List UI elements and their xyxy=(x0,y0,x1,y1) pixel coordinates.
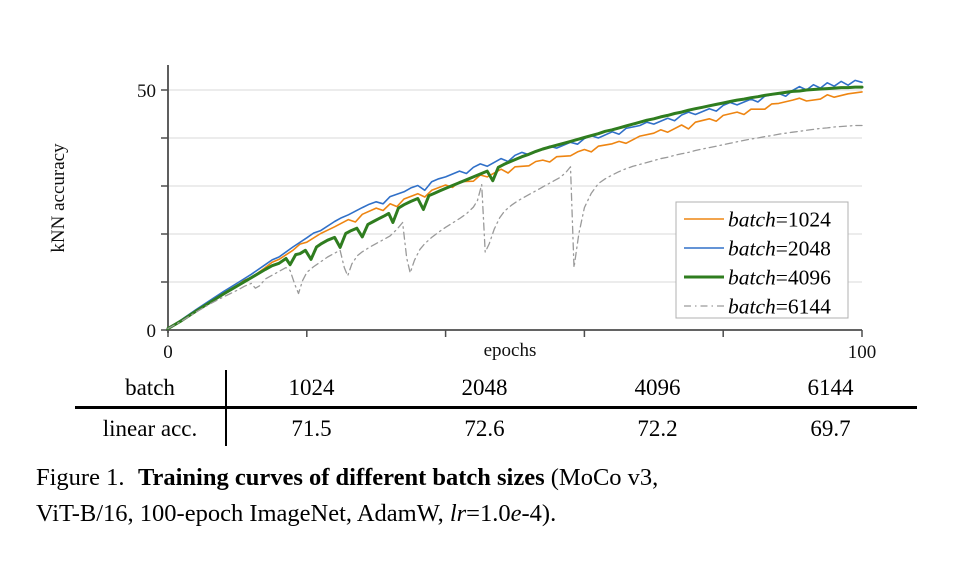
x-axis-label: epochs xyxy=(484,340,537,361)
table-horizontal-rule xyxy=(75,406,917,409)
legend-box xyxy=(675,201,849,319)
x-tick-label: 0 xyxy=(163,342,173,363)
table-header-linear-acc: linear acc. xyxy=(102,415,198,441)
table-header-batch: batch xyxy=(125,374,175,400)
y-axis-label: kNN accuracy xyxy=(48,143,69,253)
table-cell-acc-6144: 69.7 xyxy=(810,415,851,441)
training-curves-chart: 0 50 0 100 epochs kNN accuracy batch=1024 batch… xyxy=(48,65,877,363)
caption-line2-text: ViT-B/16, 100-epoch ImageNet, AdamW, xyxy=(36,500,450,527)
batch-accuracy-table: batch 1024 2048 4096 6144 linear acc. 71… xyxy=(75,368,917,447)
x-tick-label: 100 xyxy=(848,342,877,363)
curve-batch-4096 xyxy=(166,85,864,331)
legend-label-batch-4096: batch=4096 xyxy=(728,266,831,290)
caption-end: -4). xyxy=(521,500,557,527)
curve-batch-1024 xyxy=(167,91,863,330)
table-cell-acc-2048: 72.6 xyxy=(464,415,505,441)
table-cell-batch-2048: 2048 xyxy=(461,374,508,400)
caption-line-1: Figure 1. Training curves of different ba… xyxy=(36,460,956,496)
table-cell-acc-4096: 72.2 xyxy=(637,415,678,441)
legend-label-batch-2048: batch=2048 xyxy=(728,237,831,261)
caption-e-italic: e xyxy=(510,500,522,527)
y-tick-label: 0 xyxy=(147,321,157,342)
table-cell-acc-1024: 71.5 xyxy=(291,415,332,441)
caption-figure-label: Figure 1. xyxy=(36,464,125,491)
table-row-batch: batch 1024 2048 4096 6144 xyxy=(75,368,917,406)
curve-batch-6144 xyxy=(167,124,863,330)
y-tick-label: 50 xyxy=(137,81,156,102)
table-vertical-rule xyxy=(225,370,227,446)
legend-label-batch-6144: batch=6144 xyxy=(728,295,831,319)
figure-caption: Figure 1. Training curves of different ba… xyxy=(36,460,956,532)
table-cell-batch-4096: 4096 xyxy=(634,374,681,400)
caption-lr-value: =1.0 xyxy=(466,500,511,527)
legend-label-batch-1024: batch=1024 xyxy=(728,208,831,232)
caption-after-bold: (MoCo v3, xyxy=(544,464,659,491)
caption-lr-italic: lr xyxy=(449,500,467,527)
caption-line-2: ViT-B/16, 100-epoch ImageNet, AdamW, lr=… xyxy=(36,496,956,532)
table-row-linear-acc: linear acc. 71.5 72.6 72.2 69.7 xyxy=(75,409,917,447)
caption-bold-title: Training curves of different batch sizes xyxy=(137,464,545,491)
table-cell-batch-6144: 6144 xyxy=(807,374,854,400)
table-cell-batch-1024: 1024 xyxy=(288,374,335,400)
